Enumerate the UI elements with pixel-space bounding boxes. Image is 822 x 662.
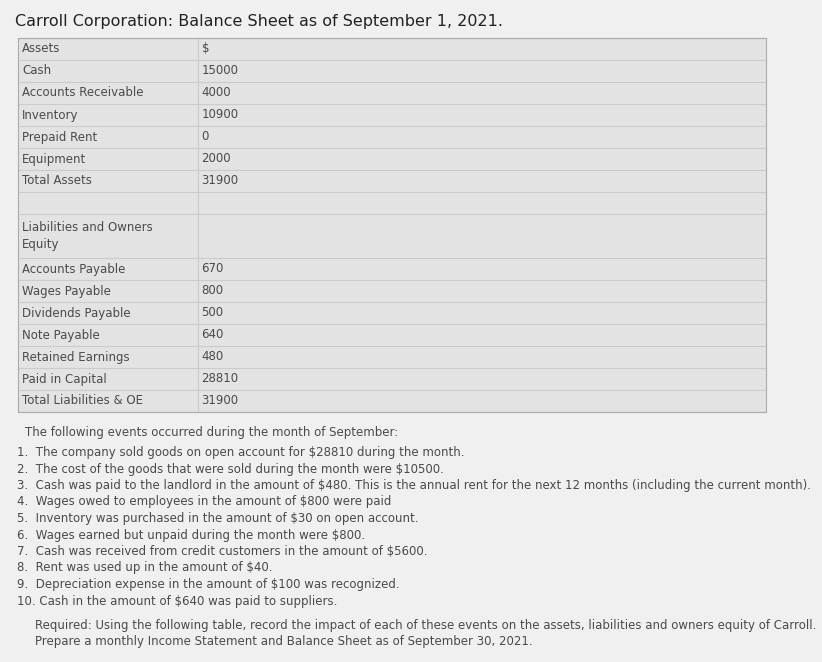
Text: 10900: 10900: [201, 109, 238, 122]
Text: Accounts Receivable: Accounts Receivable: [22, 87, 144, 99]
Text: Retained Earnings: Retained Earnings: [22, 350, 130, 363]
Text: Paid in Capital: Paid in Capital: [22, 373, 107, 385]
Text: 2.  The cost of the goods that were sold during the month were $10500.: 2. The cost of the goods that were sold …: [17, 463, 444, 475]
Text: 8.  Rent was used up in the amount of $40.: 8. Rent was used up in the amount of $40…: [17, 561, 273, 575]
Bar: [18, 214, 766, 258]
Text: 800: 800: [201, 285, 224, 297]
Bar: [18, 368, 766, 390]
Text: 1.  The company sold goods on open account for $28810 during the month.: 1. The company sold goods on open accoun…: [17, 446, 464, 459]
Text: Required: Using the following table, record the impact of each of these events o: Required: Using the following table, rec…: [35, 619, 816, 632]
Bar: [18, 346, 766, 368]
Bar: [18, 148, 766, 170]
Text: 4.  Wages owed to employees in the amount of $800 were paid: 4. Wages owed to employees in the amount…: [17, 495, 391, 508]
Bar: [18, 170, 766, 192]
Text: 28810: 28810: [201, 373, 238, 385]
Bar: [18, 192, 766, 214]
Bar: [18, 302, 766, 324]
Text: The following events occurred during the month of September:: The following events occurred during the…: [25, 426, 398, 439]
Bar: [18, 126, 766, 148]
Text: 3.  Cash was paid to the landlord in the amount of $480. This is the annual rent: 3. Cash was paid to the landlord in the …: [17, 479, 811, 492]
Text: 5.  Inventory was purchased in the amount of $30 on open account.: 5. Inventory was purchased in the amount…: [17, 512, 418, 525]
Text: 2000: 2000: [201, 152, 231, 166]
Text: 6.  Wages earned but unpaid during the month were $800.: 6. Wages earned but unpaid during the mo…: [17, 528, 365, 542]
Bar: [18, 60, 766, 82]
Bar: [18, 38, 766, 412]
Bar: [18, 104, 766, 126]
Text: Prepare a monthly Income Statement and Balance Sheet as of September 30, 2021.: Prepare a monthly Income Statement and B…: [35, 636, 533, 649]
Bar: [18, 258, 766, 280]
Text: 0: 0: [201, 130, 209, 144]
Bar: [18, 38, 766, 60]
Text: Wages Payable: Wages Payable: [22, 285, 111, 297]
Text: Total Liabilities & OE: Total Liabilities & OE: [22, 395, 143, 408]
Text: Cash: Cash: [22, 64, 51, 77]
Text: 31900: 31900: [201, 395, 238, 408]
Text: 31900: 31900: [201, 175, 238, 187]
Text: Assets: Assets: [22, 42, 60, 56]
Text: 670: 670: [201, 263, 224, 275]
Text: Prepaid Rent: Prepaid Rent: [22, 130, 97, 144]
Text: 4000: 4000: [201, 87, 231, 99]
Text: Equipment: Equipment: [22, 152, 86, 166]
Text: 640: 640: [201, 328, 224, 342]
Bar: [18, 280, 766, 302]
Bar: [18, 82, 766, 104]
Text: 480: 480: [201, 350, 224, 363]
Text: Liabilities and Owners
Equity: Liabilities and Owners Equity: [22, 221, 153, 251]
Text: 15000: 15000: [201, 64, 238, 77]
Text: Dividends Payable: Dividends Payable: [22, 307, 131, 320]
Text: 10. Cash in the amount of $640 was paid to suppliers.: 10. Cash in the amount of $640 was paid …: [17, 594, 337, 608]
Bar: [18, 390, 766, 412]
Text: Carroll Corporation: Balance Sheet as of September 1, 2021.: Carroll Corporation: Balance Sheet as of…: [15, 14, 503, 29]
Text: $: $: [201, 42, 209, 56]
Text: Note Payable: Note Payable: [22, 328, 99, 342]
Text: 500: 500: [201, 307, 224, 320]
Text: Accounts Payable: Accounts Payable: [22, 263, 126, 275]
Text: Total Assets: Total Assets: [22, 175, 92, 187]
Text: Inventory: Inventory: [22, 109, 78, 122]
Bar: [18, 324, 766, 346]
Text: 9.  Depreciation expense in the amount of $100 was recognized.: 9. Depreciation expense in the amount of…: [17, 578, 399, 591]
Text: 7.  Cash was received from credit customers in the amount of $5600.: 7. Cash was received from credit custome…: [17, 545, 427, 558]
